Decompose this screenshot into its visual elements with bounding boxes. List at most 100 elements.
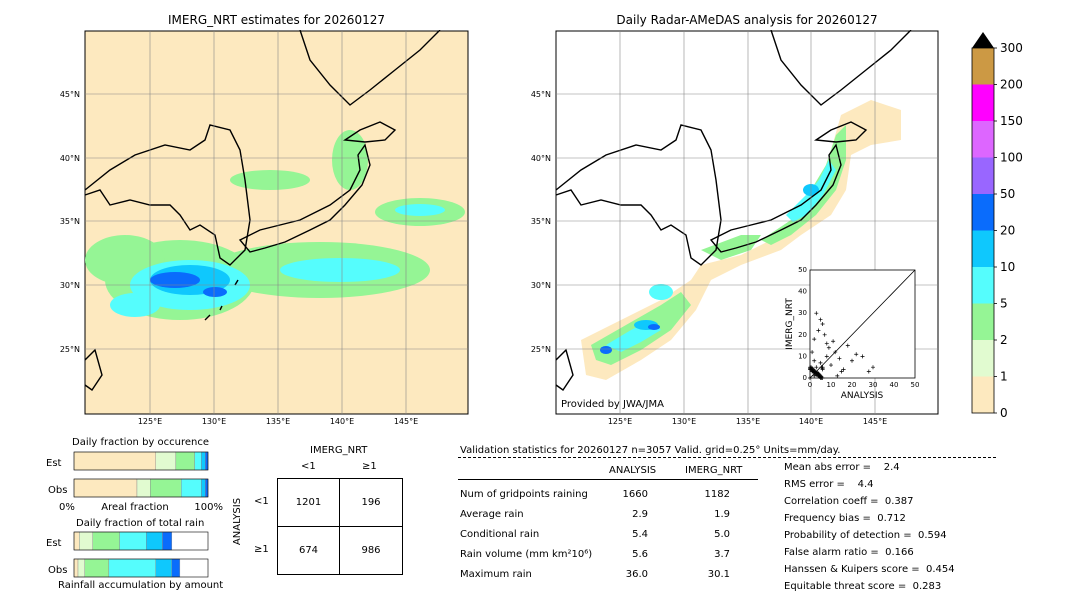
scatter-point (860, 354, 865, 359)
scatter-point (810, 350, 815, 355)
occurrence-axis-right: 100% (194, 502, 223, 513)
contingency-col-label: <1 (301, 461, 316, 472)
total-rain-caption: Rainfall accumulation by amount (58, 580, 224, 591)
validation-table-rule (458, 479, 758, 480)
scatter-point (808, 376, 812, 380)
left-lat-label: 30°N (60, 281, 80, 290)
right-lat-label: 30°N (531, 281, 551, 290)
fraction-bar-frame (73, 558, 209, 578)
scatter-inset: 00 10 10 20 20 30 30 40 40 50 50 ANALYSIS IMERG_NR… (785, 266, 919, 401)
scatter-point (826, 345, 831, 350)
score-line: Hanssen & Kuipers score = 0.454 (784, 564, 955, 575)
fraction-segment (171, 558, 181, 578)
total-rain-title: Daily fraction of total rain (76, 518, 205, 529)
scatter-xtick: 30 (869, 381, 878, 389)
fraction-segment (155, 451, 177, 471)
validation-row-imerg: 30.1 (707, 569, 730, 580)
fraction-segment (201, 478, 206, 498)
left-lon-label: 130°E (202, 417, 226, 426)
contingency-col-title: IMERG_NRT (310, 445, 368, 456)
scatter-point (833, 350, 838, 355)
colorbar-label: 150 (1000, 114, 1023, 128)
scatter-point (820, 322, 825, 326)
fraction-segment (194, 451, 202, 471)
total-rain-row-label: Obs (48, 565, 67, 576)
validation-row-label: Maximum rain (460, 569, 532, 580)
occurrence-row-label: Est (46, 458, 62, 469)
score-line: Correlation coeff = 0.387 (784, 496, 914, 507)
left-lat-label: 35°N (60, 217, 80, 226)
validation-row-label: Average rain (460, 509, 524, 520)
fraction-segment (108, 558, 156, 578)
colorbar-band (972, 376, 994, 413)
colorbar-band (972, 121, 994, 158)
validation-row-label: Num of gridpoints raining (460, 489, 588, 500)
fraction-segment (73, 558, 79, 578)
left-map-title: IMERG_NRT estimates for 20260127 (168, 13, 385, 27)
scatter-ytick: 10 (798, 352, 807, 360)
scatter-point (854, 352, 859, 357)
validation-row-imerg: 1182 (704, 489, 730, 500)
validation-row-analysis: 2.9 (632, 509, 648, 520)
left-map: 45°N 40°N 35°N 30°N 25°N 125°E 130°E 135… (60, 30, 469, 426)
scatter-point (871, 365, 875, 370)
fraction-segment (155, 558, 173, 578)
validation-col-imerg: IMERG_NRT (685, 465, 743, 476)
right-lat-label: 45°N (531, 90, 551, 99)
scatter-point (839, 369, 844, 374)
fraction-segment (205, 478, 209, 498)
fraction-segment (205, 451, 209, 471)
colorbar-label: 5 (1000, 297, 1008, 311)
colorbar-band (972, 340, 994, 377)
fraction-segment (92, 531, 120, 551)
scatter-point (829, 363, 833, 368)
scatter-ytick: 40 (798, 288, 807, 296)
score-line: Frequency bias = 0.712 (784, 513, 906, 524)
total-rain-chart: Est Obs (46, 531, 209, 578)
validation-row-analysis: 36.0 (625, 569, 648, 580)
scatter-ytick: 30 (798, 309, 807, 317)
score-line: Equitable threat score = 0.283 (784, 581, 942, 592)
scatter-point (831, 339, 836, 344)
scatter-point (814, 372, 819, 377)
scatter-xtick: 40 (890, 381, 899, 389)
left-lon-label: 135°E (266, 417, 290, 426)
scatter-point (820, 366, 825, 371)
colorbar-label: 10 (1000, 260, 1015, 274)
colorbar-label: 0 (1000, 406, 1008, 420)
left-lon-label: 125°E (138, 417, 162, 426)
contingency-cell: 986 (361, 545, 381, 556)
score-line: Mean abs error = 2.4 (784, 462, 900, 473)
scatter-point (835, 373, 840, 378)
right-lon-label: 145°E (863, 417, 887, 426)
score-line: Probability of detection = 0.594 (784, 530, 947, 541)
scatter-point (812, 337, 817, 342)
scatter-diagonal (809, 269, 916, 379)
validation-row: Rain volume (mm km²10⁶) 5.6 3.7 (460, 549, 760, 569)
validation-row: Conditional rain 5.4 5.0 (460, 529, 760, 549)
left-lat-label: 45°N (60, 90, 80, 99)
left-lon-label: 140°E (330, 417, 354, 426)
colorbar-label: 1 (1000, 370, 1008, 384)
occurrence-chart: Est Obs 0% Areal fraction 100% (46, 451, 223, 513)
validation-row: Num of gridpoints raining 1660 1182 (460, 489, 760, 509)
scatter-point (814, 365, 819, 370)
colorbar-band (972, 157, 994, 194)
contingency-col-label: ≥1 (362, 461, 377, 472)
colorbar-band (972, 267, 994, 304)
contingency-cell: 1201 (295, 497, 322, 508)
validation-row-label: Conditional rain (460, 529, 540, 540)
scatter-ylabel: IMERG_NRT (785, 298, 795, 350)
colorbar-label: 200 (1000, 78, 1023, 92)
fraction-segment (73, 531, 80, 551)
fraction-segment (201, 451, 206, 471)
colorbar-band (972, 230, 994, 267)
occurrence-axis-left: 0% (59, 502, 75, 513)
scatter-point (818, 360, 823, 365)
right-lon-label: 125°E (608, 417, 632, 426)
scatter-point (837, 356, 842, 361)
score-line: RMS error = 4.4 (784, 479, 874, 490)
total-rain-row-label: Est (46, 538, 62, 549)
scatter-point (850, 358, 854, 363)
fraction-segment (150, 478, 182, 498)
